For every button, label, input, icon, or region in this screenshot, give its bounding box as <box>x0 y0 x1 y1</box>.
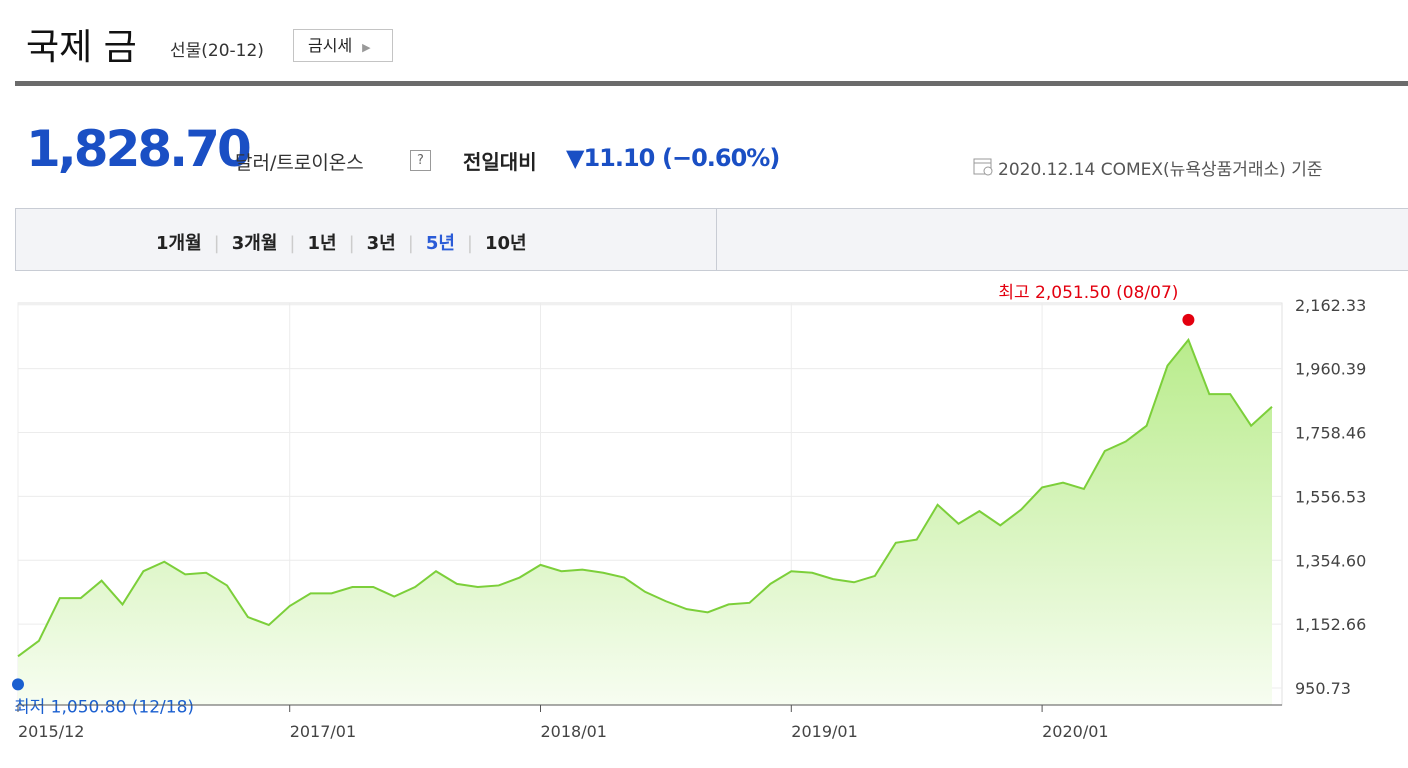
tab[interactable]: 3년 <box>366 233 396 254</box>
x-tick-label: 2020/01 <box>1042 722 1108 741</box>
tab-divider <box>716 209 717 270</box>
min-label: 최저 1,050.80 (12/18) <box>14 697 194 717</box>
max-label: 최고 2,051.50 (08/07) <box>998 283 1178 303</box>
change: ▼11.10 <box>566 144 655 172</box>
title: 국제 금 <box>26 27 137 68</box>
tab[interactable]: 1개월 <box>156 233 202 254</box>
change-label: 전일대비 <box>463 150 537 174</box>
tab[interactable]: 1년 <box>307 233 337 254</box>
price: 1,828.70 <box>26 120 252 178</box>
tab[interactable]: 10년 <box>484 233 527 254</box>
y-tick-label: 950.73 <box>1295 679 1351 698</box>
y-tick-label: 1,354.60 <box>1295 551 1366 570</box>
tab-bar: 1개월 | 3개월 | 1년 | 3년 | 5년 | 10년 <box>15 208 1408 271</box>
x-tick-label: 2018/01 <box>541 722 607 741</box>
area-fill <box>18 339 1272 705</box>
y-tick-label: 1,758.46 <box>1295 424 1366 443</box>
x-tick-label: 2017/01 <box>290 722 356 741</box>
divider <box>15 81 1408 86</box>
as-of: 2020.12.14 COMEX(뉴욕상품거래소) 기준 <box>998 160 1323 180</box>
y-tick-label: 1,960.39 <box>1295 360 1366 379</box>
tabs: 1개월 | 3개월 | 1년 | 3년 | 5년 | 10년 <box>156 229 527 255</box>
tab-separator: | <box>348 233 355 254</box>
tab-separator: | <box>289 233 296 254</box>
tab-separator: | <box>213 233 220 254</box>
min-marker <box>12 678 24 691</box>
change-percent: (−0.60%) <box>662 144 780 172</box>
gold-price-button[interactable]: 금시세 ▶ <box>293 29 393 62</box>
tab[interactable]: 3개월 <box>231 233 278 254</box>
tab-separator: | <box>407 233 414 254</box>
unit: 달러/트로이온스 <box>235 152 364 174</box>
y-tick-label: 1,556.53 <box>1295 487 1366 506</box>
x-tick-label: 2015/12 <box>18 722 84 741</box>
subtitle: 선물(20-12) <box>170 41 264 61</box>
help-icon[interactable]: ? <box>410 150 431 171</box>
price-line <box>17 337 1273 658</box>
max-marker <box>1182 313 1195 326</box>
x-tick-label: 2019/01 <box>791 722 857 741</box>
y-tick-label: 2,162.33 <box>1295 296 1366 315</box>
y-tick-label: 1,152.66 <box>1295 615 1366 634</box>
tab-separator: | <box>466 233 473 254</box>
tab[interactable]: 5년 <box>425 233 455 254</box>
plot-frame <box>17 302 1283 706</box>
button-label: 금시세 <box>308 36 353 55</box>
calendar-icon <box>973 158 993 176</box>
